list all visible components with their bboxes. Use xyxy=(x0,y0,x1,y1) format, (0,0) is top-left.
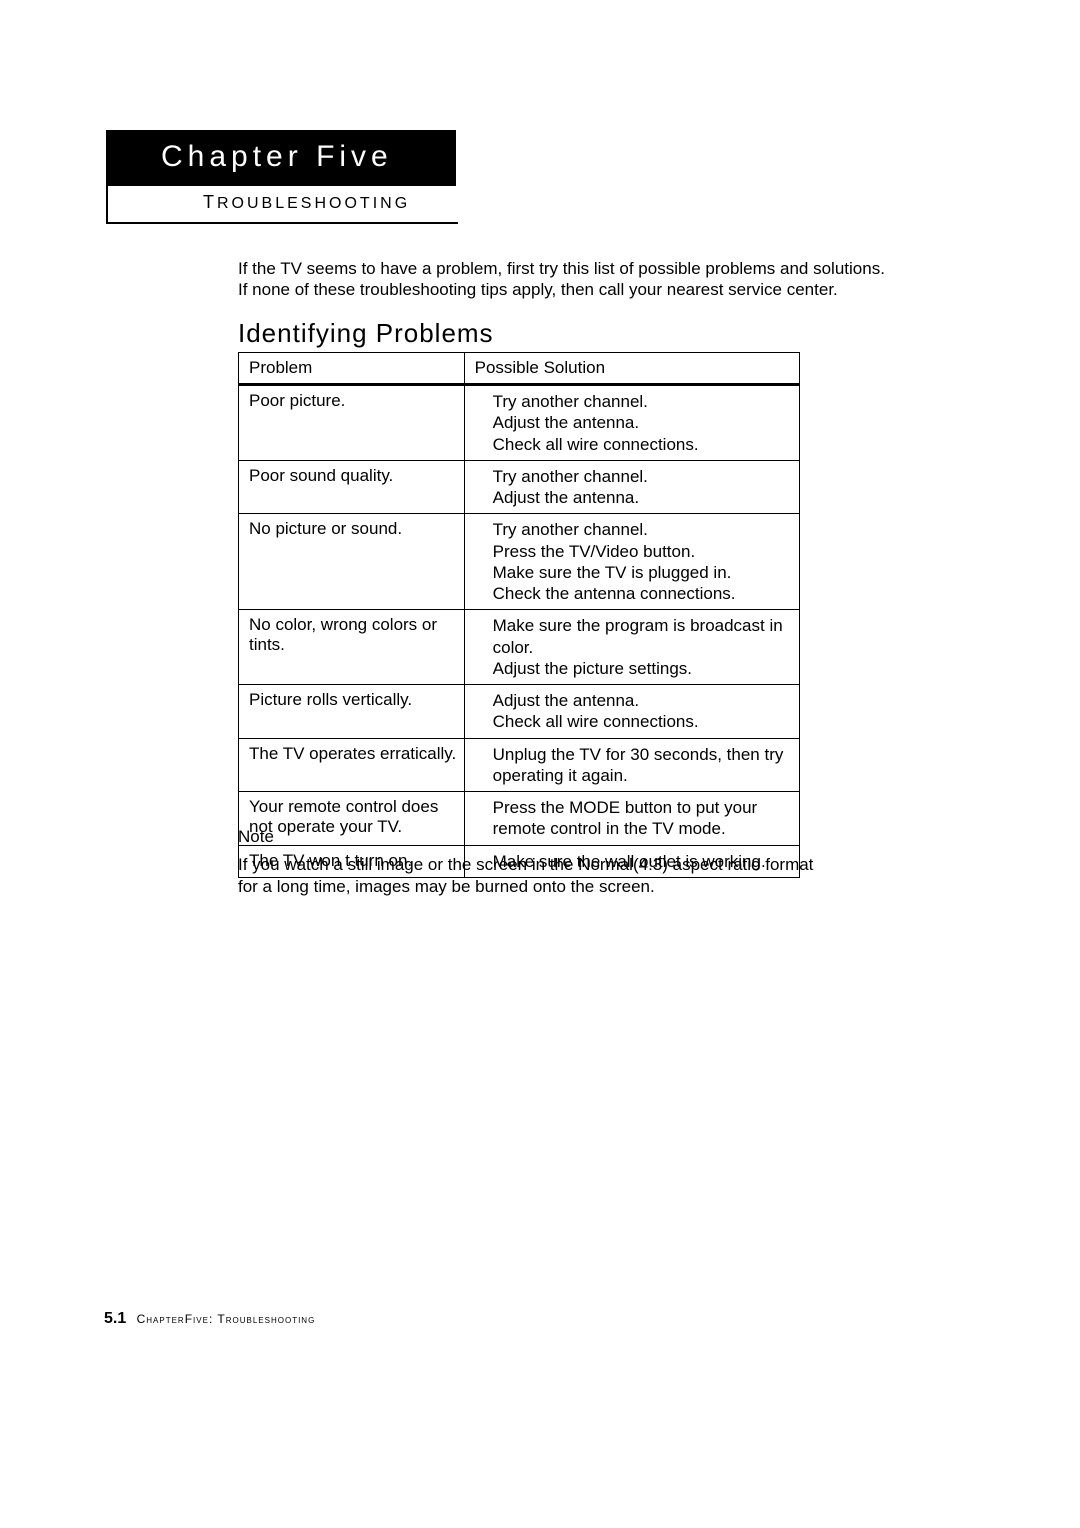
solution-item: Adjust the picture settings. xyxy=(493,658,793,679)
table-header-row: Problem Possible Solution xyxy=(239,353,800,385)
solution-item: Try another channel. xyxy=(493,391,793,412)
solution-item: Try another channel. xyxy=(493,466,793,487)
solution-item: Check the antenna connections. xyxy=(493,583,793,604)
solution-cell: Make sure the program is broadcast in co… xyxy=(464,610,799,685)
solution-item: Adjust the antenna. xyxy=(493,487,793,508)
problem-cell: Poor picture. xyxy=(239,385,465,461)
section-heading: Identifying Problems xyxy=(238,318,494,349)
solution-item: Adjust the antenna. xyxy=(493,412,793,433)
table-row: No picture or sound.Try another channel.… xyxy=(239,514,800,610)
problem-cell: No color, wrong colors or tints. xyxy=(239,610,465,685)
troubleshooting-table: Problem Possible Solution Poor picture.T… xyxy=(238,352,800,878)
solution-item: Press the TV/Video button. xyxy=(493,541,793,562)
problem-cell: Poor sound quality. xyxy=(239,460,465,514)
chapter-subtitle-firstletter: T xyxy=(203,192,217,212)
solution-item: Adjust the antenna. xyxy=(493,690,793,711)
solution-item: Unplug the TV for 30 seconds, then try o… xyxy=(493,744,793,787)
solution-item: Try another channel. xyxy=(493,519,793,540)
chapter-subtitle-box: TROUBLESHOOTING xyxy=(106,186,458,224)
footer-section: Troubleshooting xyxy=(217,1312,315,1326)
solution-cell: Adjust the antenna.Check all wire connec… xyxy=(464,685,799,739)
footer-chapter-num: Five xyxy=(185,1312,209,1326)
chapter-header-block: Chapter Five TROUBLESHOOTING xyxy=(106,130,456,224)
problem-cell: The TV operates erratically. xyxy=(239,738,465,792)
table-row: Picture rolls vertically.Adjust the ante… xyxy=(239,685,800,739)
note-body: If you watch a still image or the screen… xyxy=(238,854,818,898)
table-header-problem: Problem xyxy=(239,353,465,385)
problem-cell: Picture rolls vertically. xyxy=(239,685,465,739)
footer-page-number: 5.1 xyxy=(104,1310,126,1327)
problem-cell: No picture or sound. xyxy=(239,514,465,610)
intro-paragraph: If the TV seems to have a problem, first… xyxy=(238,258,898,301)
page-footer: 5.1 ChapterFive: Troubleshooting xyxy=(104,1310,315,1328)
table-row: Poor picture.Try another channel.Adjust … xyxy=(239,385,800,461)
solution-item: Make sure the program is broadcast in co… xyxy=(493,615,793,658)
note-label: Note xyxy=(238,826,818,848)
solution-cell: Try another channel.Adjust the antenna. xyxy=(464,460,799,514)
solution-cell: Unplug the TV for 30 seconds, then try o… xyxy=(464,738,799,792)
chapter-title: Chapter Five xyxy=(106,130,456,186)
note-block: Note If you watch a still image or the s… xyxy=(238,826,818,898)
table-row: The TV operates erratically. Unplug the T… xyxy=(239,738,800,792)
solution-cell: Try another channel.Adjust the antenna.C… xyxy=(464,385,799,461)
document-page: Chapter Five TROUBLESHOOTING If the TV s… xyxy=(0,0,1080,1528)
footer-chapter-word: Chapter xyxy=(137,1312,185,1326)
table-row: No color, wrong colors or tints. Make sur… xyxy=(239,610,800,685)
solution-item: Make sure the TV is plugged in. xyxy=(493,562,793,583)
solution-cell: Try another channel.Press the TV/Video b… xyxy=(464,514,799,610)
chapter-subtitle-rest: ROUBLESHOOTING xyxy=(217,195,410,212)
table-row: Poor sound quality.Try another channel.A… xyxy=(239,460,800,514)
table-header-solution: Possible Solution xyxy=(464,353,799,385)
solution-item: Check all wire connections. xyxy=(493,434,793,455)
chapter-subtitle: TROUBLESHOOTING xyxy=(203,192,410,213)
solution-item: Check all wire connections. xyxy=(493,711,793,732)
